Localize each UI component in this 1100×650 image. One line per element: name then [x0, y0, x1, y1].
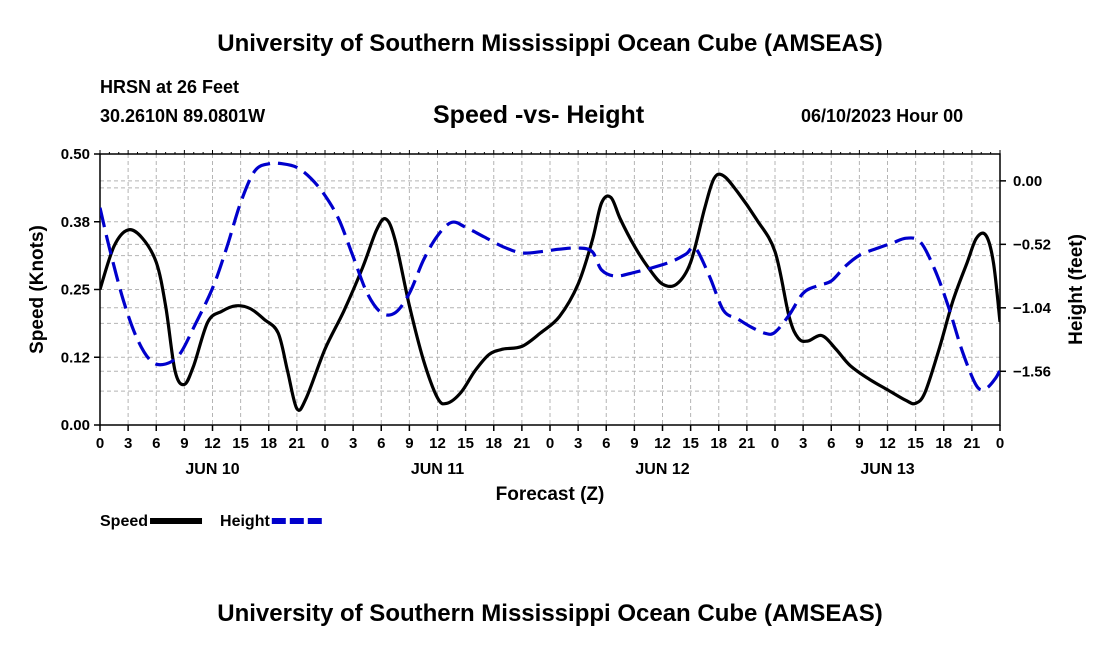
coordinates-label: 30.2610N 89.0801W: [100, 106, 266, 126]
series-line-height: [100, 161, 1000, 392]
x-tick-label: 3: [124, 435, 132, 452]
x-tick-label: 9: [180, 435, 188, 452]
x-tick-label: 21: [739, 435, 756, 452]
x-tick-label: 0: [96, 435, 104, 452]
legend-label-height: Height: [220, 513, 270, 530]
x-tick-label: 0: [546, 435, 554, 452]
x-tick-label: 6: [152, 435, 160, 452]
x-tick-label: 9: [405, 435, 413, 452]
x-tick-label: 18: [260, 435, 277, 452]
x-axis-label: Forecast (Z): [496, 484, 605, 505]
date-label: 06/10/2023 Hour 00: [801, 106, 964, 126]
x-tick-label: 15: [232, 435, 249, 452]
y-left-tick-label: 0.38: [61, 214, 90, 231]
y-left-tick-label: 0.12: [61, 349, 90, 366]
x-tick-label: 18: [710, 435, 727, 452]
y-right-tick-label: −1.04: [1013, 300, 1052, 317]
station-label: HRSN at 26 Feet: [100, 77, 240, 97]
footer-title: University of Southern Mississippi Ocean…: [217, 600, 883, 627]
x-tick-label: 3: [349, 435, 357, 452]
y-left-tick-label: 0.50: [61, 146, 90, 163]
x-tick-label: 21: [289, 435, 306, 452]
x-tick-label: 12: [204, 435, 221, 452]
x-tick-label: 0: [771, 435, 779, 452]
x-tick-label: 15: [457, 435, 474, 452]
x-tick-label: 6: [377, 435, 385, 452]
x-tick-label: 6: [827, 435, 835, 452]
x-tick-label: 12: [654, 435, 671, 452]
day-label: JUN 13: [860, 461, 914, 478]
y-right-tick-label: −1.56: [1013, 363, 1051, 380]
day-label: JUN 12: [635, 461, 689, 478]
x-tick-label: 21: [964, 435, 981, 452]
x-tick-label: 0: [321, 435, 329, 452]
y-axis-label-right: Height (feet): [1066, 234, 1087, 345]
x-tick-label: 3: [574, 435, 582, 452]
series-line-speed: [100, 172, 1000, 412]
y-left-tick-label: 0.00: [61, 417, 90, 434]
x-tick-label: 0: [996, 435, 1004, 452]
y-left-tick-label: 0.25: [61, 282, 90, 299]
y-right-tick-label: 0.00: [1013, 173, 1042, 190]
y-right-tick-label: −0.52: [1013, 236, 1051, 253]
x-tick-label: 6: [602, 435, 610, 452]
day-label: JUN 10: [185, 461, 239, 478]
x-tick-label: 12: [879, 435, 896, 452]
x-tick-label: 3: [799, 435, 807, 452]
legend-label-speed: Speed: [100, 513, 148, 530]
x-tick-label: 9: [630, 435, 638, 452]
y-axis-label-left: Speed (Knots): [27, 225, 48, 354]
x-tick-label: 15: [682, 435, 699, 452]
x-tick-label: 9: [855, 435, 863, 452]
chart-title: Speed -vs- Height: [433, 101, 645, 129]
page-title: University of Southern Mississippi Ocean…: [217, 30, 883, 57]
x-tick-label: 15: [907, 435, 924, 452]
x-tick-label: 21: [514, 435, 531, 452]
x-tick-label: 18: [935, 435, 952, 452]
x-tick-label: 12: [429, 435, 446, 452]
day-label: JUN 11: [411, 461, 464, 478]
x-tick-label: 18: [485, 435, 502, 452]
